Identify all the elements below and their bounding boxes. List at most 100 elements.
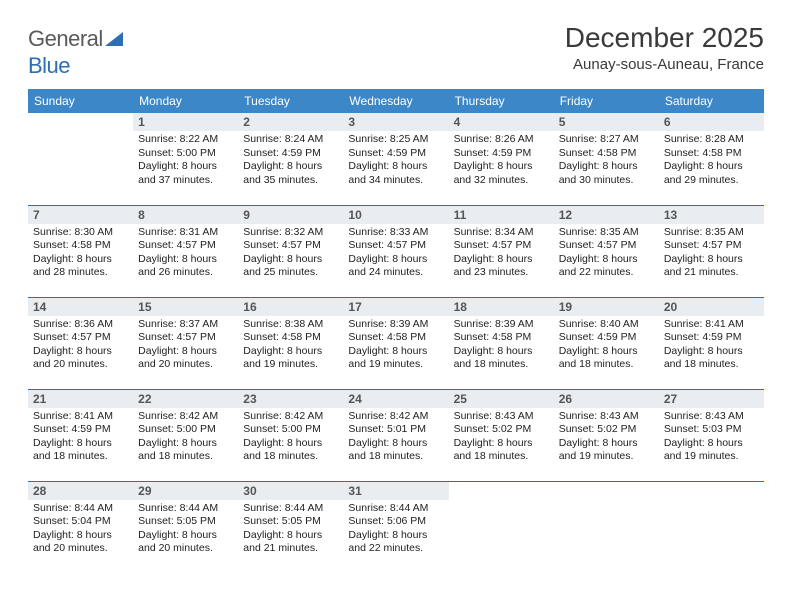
day-number-row: 6	[659, 113, 764, 131]
daylight-text: Daylight: 8 hours and 18 minutes.	[454, 345, 549, 372]
calendar-day-cell: 26Sunrise: 8:43 AMSunset: 5:02 PMDayligh…	[554, 389, 659, 481]
day-number: 11	[454, 208, 549, 222]
day-number-row: 29	[133, 482, 238, 500]
sunrise-text: Sunrise: 8:44 AM	[243, 502, 338, 516]
daylight-text: Daylight: 8 hours and 20 minutes.	[33, 345, 128, 372]
daylight-text: Daylight: 8 hours and 19 minutes.	[243, 345, 338, 372]
sunset-text: Sunset: 4:57 PM	[664, 239, 759, 253]
calendar-day-cell: 4Sunrise: 8:26 AMSunset: 4:59 PMDaylight…	[449, 113, 554, 205]
daylight-text: Daylight: 8 hours and 21 minutes.	[664, 253, 759, 280]
sunrise-text: Sunrise: 8:25 AM	[348, 133, 443, 147]
calendar-day-cell	[659, 481, 764, 573]
day-number-row: 8	[133, 206, 238, 224]
sunrise-text: Sunrise: 8:43 AM	[454, 410, 549, 424]
daylight-text: Daylight: 8 hours and 34 minutes.	[348, 160, 443, 187]
sunset-text: Sunset: 4:57 PM	[559, 239, 654, 253]
weekday-header: Tuesday	[238, 89, 343, 113]
daylight-text: Daylight: 8 hours and 18 minutes.	[138, 437, 233, 464]
weekday-header: Thursday	[449, 89, 554, 113]
day-number-row: 3	[343, 113, 448, 131]
day-number-row: 15	[133, 298, 238, 316]
calendar-day-cell: 21Sunrise: 8:41 AMSunset: 4:59 PMDayligh…	[28, 389, 133, 481]
day-number-row: 11	[449, 206, 554, 224]
calendar-week-row: 28 Sunrise: 8:44 AM Sunset: 5:04 PMDayligh…	[28, 481, 764, 573]
weekday-header: Monday	[133, 89, 238, 113]
day-number: 17	[348, 300, 443, 314]
sunset-text: Sunset: 4:59 PM	[33, 423, 128, 437]
sunset-text: Sunset: 4:59 PM	[664, 331, 759, 345]
day-number-row: 10	[343, 206, 448, 224]
calendar-day-cell: 9Sunrise: 8:32 AMSunset: 4:57 PMDaylight…	[238, 205, 343, 297]
calendar-day-cell: 7Sunrise: 8:30 AMSunset: 4:58 PMDaylight…	[28, 205, 133, 297]
daylight-text: Daylight: 8 hours and 35 minutes.	[243, 160, 338, 187]
sunrise-text: Sunrise: 8:34 AM	[454, 226, 549, 240]
daylight-text: Daylight: 8 hours and 19 minutes.	[559, 437, 654, 464]
day-number-row: 27	[659, 390, 764, 408]
day-number: 13	[664, 208, 759, 222]
day-number-row: 16	[238, 298, 343, 316]
sunrise-text: Sunrise: 8:26 AM	[454, 133, 549, 147]
calendar-head: Sunday Monday Tuesday Wednesday Thursday…	[28, 89, 764, 113]
sunset-text: Sunset: 4:58 PM	[348, 331, 443, 345]
calendar-week-row: 14Sunrise: 8:36 AMSunset: 4:57 PMDayligh…	[28, 297, 764, 389]
sunrise-text: Sunrise: 8:35 AM	[664, 226, 759, 240]
day-number-row: 26	[554, 390, 659, 408]
day-number: 7	[33, 208, 128, 222]
day-number-row: 9	[238, 206, 343, 224]
sunrise-text: Sunrise: 8:22 AM	[138, 133, 233, 147]
day-number-row: 23	[238, 390, 343, 408]
logo-general: General	[28, 26, 103, 51]
day-number: 16	[243, 300, 338, 314]
sunset-text: Sunset: 4:57 PM	[454, 239, 549, 253]
sunset-text: Sunset: 5:00 PM	[138, 423, 233, 437]
sunrise-text: Sunrise: 8:38 AM	[243, 318, 338, 332]
day-number-row: 2	[238, 113, 343, 131]
calendar-day-cell: 6Sunrise: 8:28 AMSunset: 4:58 PMDaylight…	[659, 113, 764, 205]
calendar-page: General Blue December 2025 Aunay-sous-Au…	[0, 0, 792, 573]
sunset-text: Sunset: 5:00 PM	[138, 147, 233, 161]
day-number: 10	[348, 208, 443, 222]
day-number: 9	[243, 208, 338, 222]
day-number: 3	[348, 115, 443, 129]
daylight-text: Daylight: 8 hours and 19 minutes.	[348, 345, 443, 372]
daylight-text: Daylight: 8 hours and 22 minutes.	[559, 253, 654, 280]
day-number: 23	[243, 392, 338, 406]
sunset-text: Sunset: 5:04 PM	[33, 515, 128, 529]
day-number-row: 5	[554, 113, 659, 131]
daylight-text: Daylight: 8 hours and 20 minutes.	[33, 529, 128, 556]
weekday-header: Friday	[554, 89, 659, 113]
calendar-body: 1Sunrise: 8:22 AMSunset: 5:00 PMDaylight…	[28, 113, 764, 573]
day-number: 29	[138, 484, 233, 498]
daylight-text: Daylight: 8 hours and 25 minutes.	[243, 253, 338, 280]
day-number: 21	[33, 392, 128, 406]
calendar-day-cell: 19Sunrise: 8:40 AMSunset: 4:59 PMDayligh…	[554, 297, 659, 389]
daylight-text: Daylight: 8 hours and 18 minutes.	[454, 437, 549, 464]
daylight-text: Daylight: 8 hours and 32 minutes.	[454, 160, 549, 187]
sunrise-text: Sunrise: 8:40 AM	[559, 318, 654, 332]
sunset-text: Sunset: 4:57 PM	[348, 239, 443, 253]
calendar-week-row: 21Sunrise: 8:41 AMSunset: 4:59 PMDayligh…	[28, 389, 764, 481]
calendar-day-cell	[28, 113, 133, 205]
day-number: 31	[348, 484, 443, 498]
calendar-day-cell: 22Sunrise: 8:42 AMSunset: 5:00 PMDayligh…	[133, 389, 238, 481]
day-number: 30	[243, 484, 338, 498]
weekday-row: Sunday Monday Tuesday Wednesday Thursday…	[28, 89, 764, 113]
day-number: 8	[138, 208, 233, 222]
sunrise-text: Sunrise: 8:39 AM	[348, 318, 443, 332]
day-number-row: 18	[449, 298, 554, 316]
daylight-text: Daylight: 8 hours and 18 minutes.	[243, 437, 338, 464]
day-number-row: 25	[449, 390, 554, 408]
day-number-row: 22	[133, 390, 238, 408]
day-number: 4	[454, 115, 549, 129]
day-number: 5	[559, 115, 654, 129]
daylight-text: Daylight: 8 hours and 26 minutes.	[138, 253, 233, 280]
day-number-row: 28	[28, 482, 133, 500]
calendar-day-cell: 8Sunrise: 8:31 AMSunset: 4:57 PMDaylight…	[133, 205, 238, 297]
day-number: 20	[664, 300, 759, 314]
sunset-text: Sunset: 5:03 PM	[664, 423, 759, 437]
sunset-text: Sunset: 4:58 PM	[664, 147, 759, 161]
sunrise-text: Sunrise: 8:32 AM	[243, 226, 338, 240]
daylight-text: Daylight: 8 hours and 18 minutes.	[33, 437, 128, 464]
sunrise-text: Sunrise: 8:27 AM	[559, 133, 654, 147]
sunrise-text: Sunrise: 8:36 AM	[33, 318, 128, 332]
